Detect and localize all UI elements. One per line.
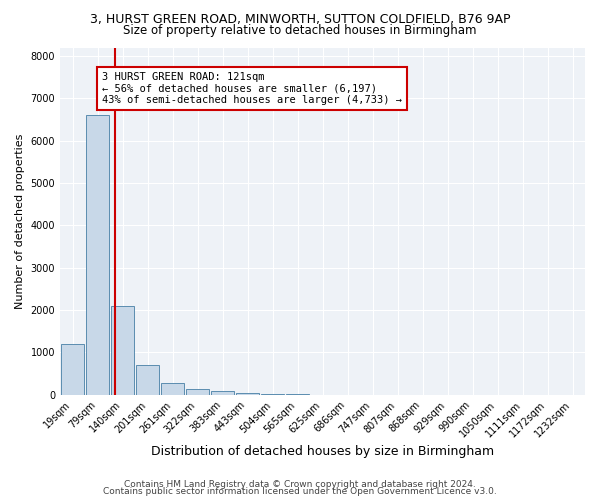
- Bar: [211, 392, 234, 395]
- Bar: [86, 116, 109, 395]
- Text: Contains public sector information licensed under the Open Government Licence v3: Contains public sector information licen…: [103, 487, 497, 496]
- Bar: [261, 394, 284, 395]
- Bar: [236, 392, 259, 395]
- Text: Size of property relative to detached houses in Birmingham: Size of property relative to detached ho…: [123, 24, 477, 37]
- Bar: [136, 365, 159, 395]
- Bar: [61, 344, 84, 395]
- Text: 3 HURST GREEN ROAD: 121sqm
← 56% of detached houses are smaller (6,197)
43% of s: 3 HURST GREEN ROAD: 121sqm ← 56% of deta…: [102, 72, 402, 105]
- Y-axis label: Number of detached properties: Number of detached properties: [15, 134, 25, 309]
- Bar: [186, 390, 209, 395]
- Text: 3, HURST GREEN ROAD, MINWORTH, SUTTON COLDFIELD, B76 9AP: 3, HURST GREEN ROAD, MINWORTH, SUTTON CO…: [90, 12, 510, 26]
- X-axis label: Distribution of detached houses by size in Birmingham: Distribution of detached houses by size …: [151, 444, 494, 458]
- Text: Contains HM Land Registry data © Crown copyright and database right 2024.: Contains HM Land Registry data © Crown c…: [124, 480, 476, 489]
- Bar: [111, 306, 134, 395]
- Bar: [161, 383, 184, 395]
